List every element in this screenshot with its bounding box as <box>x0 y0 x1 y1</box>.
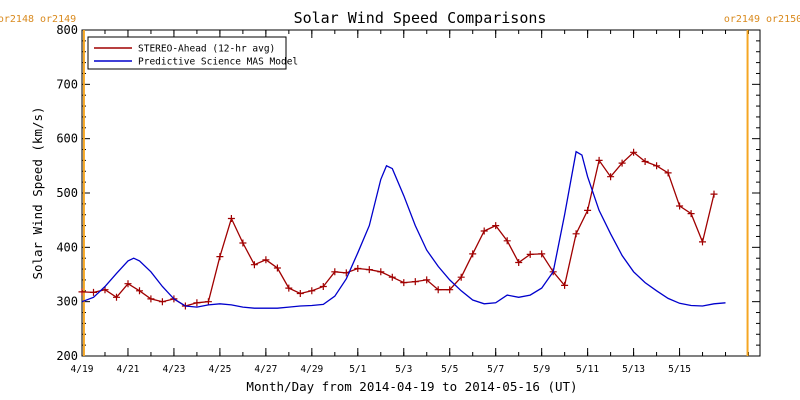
data-point <box>492 222 500 230</box>
x-tick-label: 5/15 <box>668 364 691 375</box>
series-line <box>81 151 715 307</box>
data-point <box>78 288 86 296</box>
x-tick-label: 5/3 <box>395 364 412 375</box>
data-point <box>331 268 339 276</box>
data-point <box>204 298 212 306</box>
x-tick-label: 4/27 <box>254 364 277 375</box>
y-tick-label: 200 <box>56 349 78 363</box>
x-tick-label: 5/9 <box>533 364 550 375</box>
data-point <box>699 238 706 246</box>
data-point <box>90 288 97 296</box>
data-point <box>480 227 488 235</box>
data-point <box>526 250 534 258</box>
x-tick-label: 5/1 <box>349 364 366 375</box>
series-0 <box>78 148 718 310</box>
data-point <box>572 230 580 238</box>
x-tick-label: 5/7 <box>487 364 504 375</box>
data-point <box>319 283 327 290</box>
data-point <box>400 279 408 287</box>
data-point <box>434 286 442 294</box>
data-point <box>411 278 419 286</box>
x-axis-label: Month/Day from 2014-04-19 to 2014-05-16 … <box>246 379 577 394</box>
data-point <box>113 293 120 301</box>
rotation-marker-label: or2148 or2149 <box>0 14 76 25</box>
data-point <box>584 206 592 214</box>
data-point <box>239 239 247 247</box>
legend-label-stereo: STEREO-Ahead (12-hr avg) <box>138 44 275 55</box>
y-tick-label: 700 <box>56 77 78 91</box>
data-point <box>561 281 569 289</box>
y-axis-label: Solar Wind Speed (km/s) <box>30 106 45 279</box>
data-point <box>216 253 224 261</box>
data-point <box>365 266 373 274</box>
x-tick-label: 4/25 <box>208 364 231 375</box>
y-tick-label: 600 <box>56 132 78 146</box>
y-tick-label: 400 <box>56 240 78 254</box>
data-point <box>607 173 615 181</box>
data-point <box>595 156 603 164</box>
y-tick-label: 800 <box>56 23 78 37</box>
data-point <box>503 237 511 245</box>
data-point <box>193 299 201 307</box>
data-point <box>227 215 235 222</box>
data-point <box>538 250 546 258</box>
data-point <box>676 202 684 210</box>
data-point <box>446 286 454 294</box>
data-point <box>618 159 626 167</box>
x-tick-label: 5/13 <box>622 364 645 375</box>
rotation-marker-label: or2149 or2150 <box>724 14 800 25</box>
data-point <box>641 158 649 165</box>
legend: STEREO-Ahead (12-hr avg) Predictive Scie… <box>87 36 298 70</box>
data-point <box>124 280 132 288</box>
data-point <box>250 261 258 269</box>
data-point <box>262 256 270 264</box>
data-point <box>377 268 385 276</box>
x-tick-label: 5/11 <box>576 364 599 375</box>
data-point <box>273 264 281 272</box>
x-tick-label: 4/23 <box>162 364 185 375</box>
y-tick-label: 300 <box>56 295 78 309</box>
y-tick-label: 500 <box>56 186 78 200</box>
data-point <box>296 290 304 297</box>
data-point <box>710 190 718 198</box>
series-line <box>81 150 726 309</box>
data-point <box>469 250 477 258</box>
plot-frame <box>81 29 761 357</box>
data-point <box>147 295 155 303</box>
series-1 <box>81 150 726 309</box>
x-tick-label: 5/5 <box>441 364 458 375</box>
data-point <box>664 169 672 177</box>
data-point <box>515 259 523 266</box>
legend-label-mas: Predictive Science MAS Model <box>138 57 298 68</box>
data-point <box>285 284 293 292</box>
x-tick-label: 4/21 <box>117 364 140 375</box>
chart-title: Solar Wind Speed Comparisons <box>294 9 547 27</box>
data-point <box>136 287 143 295</box>
x-tick-label: 4/29 <box>300 364 323 375</box>
data-point <box>158 298 166 306</box>
data-point <box>457 273 465 281</box>
data-point <box>653 162 661 170</box>
data-point <box>423 276 431 284</box>
data-point <box>308 287 316 295</box>
data-point <box>388 273 396 281</box>
x-tick-label: 4/19 <box>71 364 94 375</box>
data-point <box>354 265 362 272</box>
data-point <box>630 148 638 156</box>
legend-box <box>87 36 287 70</box>
data-point <box>687 210 695 218</box>
